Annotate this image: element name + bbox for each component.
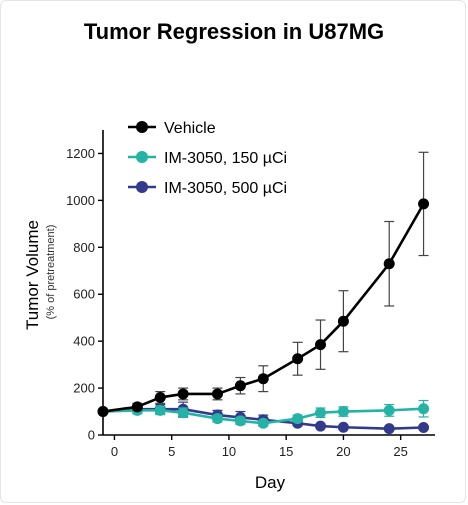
axes: 0 200 400 600 800 1000 1200 0 5 10 15 20 25	[66, 130, 435, 459]
data-point	[315, 339, 327, 351]
y-axis-label: Tumor Volume	[23, 220, 42, 330]
data-point	[337, 421, 349, 433]
legend: Vehicle IM-3050, 150 µCi IM-3050, 500 µCi	[128, 120, 287, 197]
data-point	[177, 407, 189, 419]
data-point	[315, 407, 327, 419]
x-tick-label: 25	[393, 444, 407, 459]
x-tick-label: 15	[279, 444, 293, 459]
data-point	[234, 380, 246, 392]
legend-marker	[136, 121, 148, 133]
data-point	[418, 198, 430, 210]
x-tick-label: 5	[168, 444, 175, 459]
legend-label: Vehicle	[164, 120, 216, 137]
series-1	[97, 399, 430, 429]
legend-marker	[136, 151, 148, 163]
data-point	[211, 388, 223, 400]
data-point	[257, 417, 269, 429]
chart-title: Tumor Regression in U87MG	[83, 19, 385, 44]
x-tick-label: 10	[222, 444, 236, 459]
data-point	[315, 420, 327, 432]
x-tick-label: 20	[336, 444, 350, 459]
x-tick-label: 0	[111, 444, 118, 459]
data-point	[383, 423, 395, 435]
data-point	[337, 406, 349, 418]
data-point	[177, 388, 189, 400]
data-point	[292, 353, 304, 365]
legend-label: IM-3050, 150 µCi	[164, 150, 287, 167]
y-tick-label: 0	[88, 428, 95, 443]
x-axis-label: Day	[255, 473, 286, 492]
data-point	[154, 404, 166, 416]
data-point	[418, 403, 430, 415]
data-point	[211, 413, 223, 425]
data-point	[97, 406, 109, 418]
series-layer	[97, 151, 430, 435]
y-tick-label: 400	[73, 334, 95, 349]
legend-item-1: IM-3050, 150 µCi	[128, 150, 287, 167]
data-point	[131, 401, 143, 413]
y-tick-label: 800	[73, 240, 95, 255]
data-point	[383, 258, 395, 270]
data-point	[154, 391, 166, 403]
data-point	[234, 415, 246, 427]
y-axis-sublabel: (% of pretreatment)	[45, 225, 57, 320]
series-0	[97, 151, 430, 418]
legend-item-2: IM-3050, 500 µCi	[128, 180, 287, 197]
data-point	[257, 373, 269, 385]
y-tick-label: 1200	[66, 146, 95, 161]
y-tick-label: 1000	[66, 193, 95, 208]
data-point	[292, 413, 304, 425]
data-point	[418, 421, 430, 433]
y-tick-label: 600	[73, 287, 95, 302]
y-tick-label: 200	[73, 381, 95, 396]
legend-item-0: Vehicle	[128, 120, 216, 137]
data-point	[383, 404, 395, 416]
legend-marker	[136, 181, 148, 193]
data-point	[337, 315, 349, 327]
legend-label: IM-3050, 500 µCi	[164, 180, 287, 197]
